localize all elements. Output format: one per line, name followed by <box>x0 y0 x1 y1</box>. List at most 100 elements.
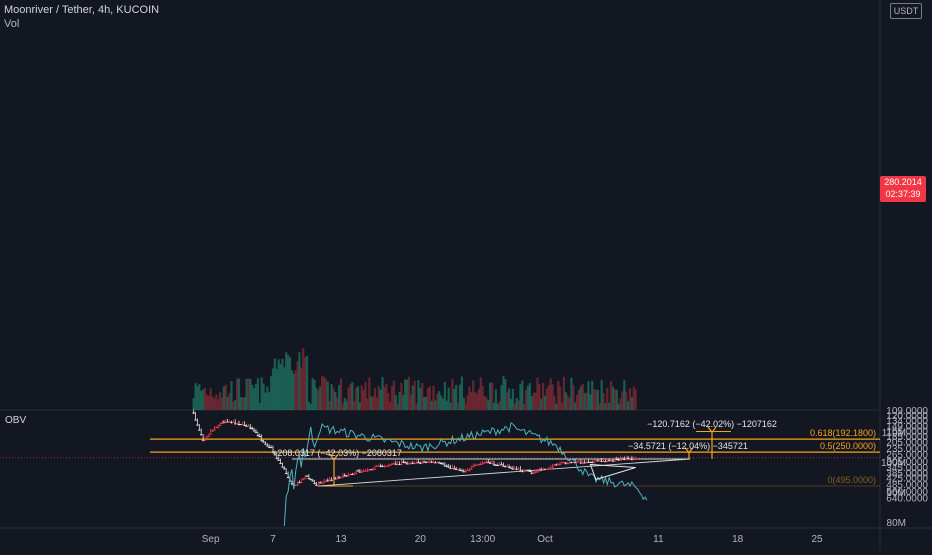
candle-body <box>515 468 518 470</box>
volume-bar <box>583 393 586 410</box>
candle-body <box>207 435 210 437</box>
volume-bar <box>615 389 618 410</box>
volume-bar <box>526 385 530 410</box>
candle-body <box>483 462 486 464</box>
volume-bar <box>496 403 499 410</box>
candle-body <box>336 478 339 480</box>
obv-axis-tick: 110M <box>882 428 906 439</box>
price-axis-tick: 149.0000 <box>886 421 928 432</box>
volume-bar <box>271 368 275 410</box>
candle-body <box>404 462 407 464</box>
volume-bar <box>228 393 231 410</box>
volume-bar <box>536 377 539 410</box>
candle-body <box>277 459 280 461</box>
obv-triangle <box>589 463 636 481</box>
candle-body <box>222 422 226 424</box>
volume-bar <box>562 376 565 410</box>
volume-bar <box>313 380 316 410</box>
time-axis-tick: 11 <box>653 534 664 545</box>
volume-bar <box>517 400 520 410</box>
volume-bar <box>577 389 581 410</box>
volume-bar <box>239 397 242 410</box>
volume-bar <box>194 382 197 410</box>
candle-body <box>592 462 596 464</box>
candle-body <box>296 484 299 486</box>
volume-bar <box>560 402 564 410</box>
volume-bar <box>591 380 594 410</box>
obv-axis-tick: 100M <box>881 458 906 469</box>
candle-body <box>305 475 309 477</box>
candle-body <box>426 461 430 463</box>
candle-body <box>402 461 405 463</box>
candle-body <box>218 424 222 426</box>
volume-bar <box>253 388 256 410</box>
candle-body <box>366 470 369 472</box>
candle-body <box>541 469 545 471</box>
candle-body <box>455 469 458 471</box>
candle-body <box>470 468 473 470</box>
candle-body <box>400 464 403 466</box>
candle-body <box>611 460 615 462</box>
candle-body <box>528 471 532 473</box>
candle-body <box>441 463 445 465</box>
volume-bar <box>300 367 303 410</box>
volume-bar <box>298 352 301 410</box>
candle-body <box>215 427 218 429</box>
price-axis-tick: 109.0000 <box>886 406 928 417</box>
candle-body <box>356 470 360 472</box>
candle-body <box>234 423 237 425</box>
candle-body <box>545 468 549 470</box>
volume-bar <box>268 392 271 410</box>
candle-body <box>466 469 469 471</box>
candle-body <box>583 462 586 464</box>
candle-body <box>351 474 354 476</box>
candle-body <box>266 445 269 447</box>
volume-bar <box>423 397 426 410</box>
volume-bar <box>285 352 288 410</box>
volume-bar <box>302 348 305 410</box>
volume-bar <box>349 383 352 410</box>
volume-bar <box>453 389 456 410</box>
candle-body <box>523 471 526 473</box>
candle-body <box>235 423 239 425</box>
candle-body <box>243 424 246 426</box>
candle-body <box>632 459 635 461</box>
volume-bar <box>355 387 358 410</box>
volume-bar <box>593 388 596 410</box>
candle-body <box>220 422 224 424</box>
volume-bar <box>288 357 292 410</box>
volume-bar <box>576 394 579 410</box>
candle-body <box>564 463 567 465</box>
volume-bar <box>373 388 377 410</box>
volume-bar <box>594 389 598 410</box>
candle-body <box>302 478 305 480</box>
volume-bar <box>542 383 545 410</box>
time-axis-tick: Oct <box>537 534 553 545</box>
candle-body <box>521 471 524 473</box>
volume-bar <box>585 392 588 410</box>
volume-bar <box>309 403 312 410</box>
current-price-tag: 280.2014 02:37:39 <box>880 176 926 202</box>
candle-body <box>349 474 352 476</box>
volume-bar <box>474 392 477 410</box>
candle-body <box>481 463 484 465</box>
candle-body <box>288 480 292 482</box>
candle-body <box>394 463 397 465</box>
fib-level-label: 0(495.0000) <box>827 475 876 485</box>
volume-bar <box>330 384 333 410</box>
price-axis-tick: 385.0000 <box>886 469 928 480</box>
volume-bar <box>608 402 611 410</box>
candle-body <box>360 471 363 473</box>
volume-bar <box>273 358 276 410</box>
quote-currency-badge[interactable]: USDT <box>890 3 922 19</box>
candle-body <box>388 464 392 466</box>
volume-bar <box>219 392 222 410</box>
volume-bar <box>604 403 607 410</box>
symbol-title[interactable]: Moonriver / Tether, 4h, KUCOIN <box>4 4 160 16</box>
obv-axis-tick: 90M <box>887 488 906 499</box>
volume-bar <box>547 385 550 410</box>
volume-bar <box>237 378 241 410</box>
triangle-upper-trendline <box>317 458 691 487</box>
